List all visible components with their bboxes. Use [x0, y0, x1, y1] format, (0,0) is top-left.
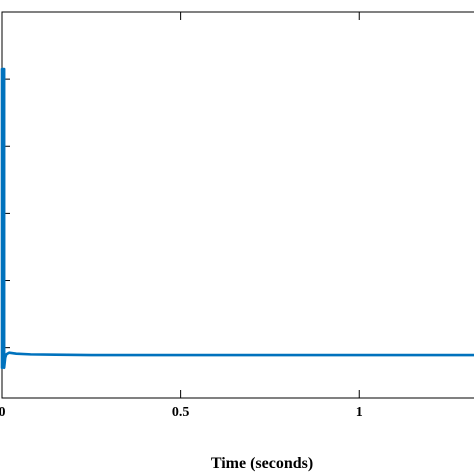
- series-line-0: [0, 67, 474, 370]
- plot-axes: [1, 11, 474, 399]
- x-tick-label-0: 0: [0, 405, 6, 420]
- tick-labels: 0 0.5 1: [0, 405, 363, 420]
- x-axis-label: Time (seconds): [211, 455, 313, 472]
- series-lines: [0, 67, 474, 370]
- x-tick-label-2: 1: [356, 405, 363, 420]
- x-tick-label-1: 0.5: [172, 405, 190, 420]
- plot-frame: [1, 11, 474, 399]
- axis-ticks: [1, 12, 360, 398]
